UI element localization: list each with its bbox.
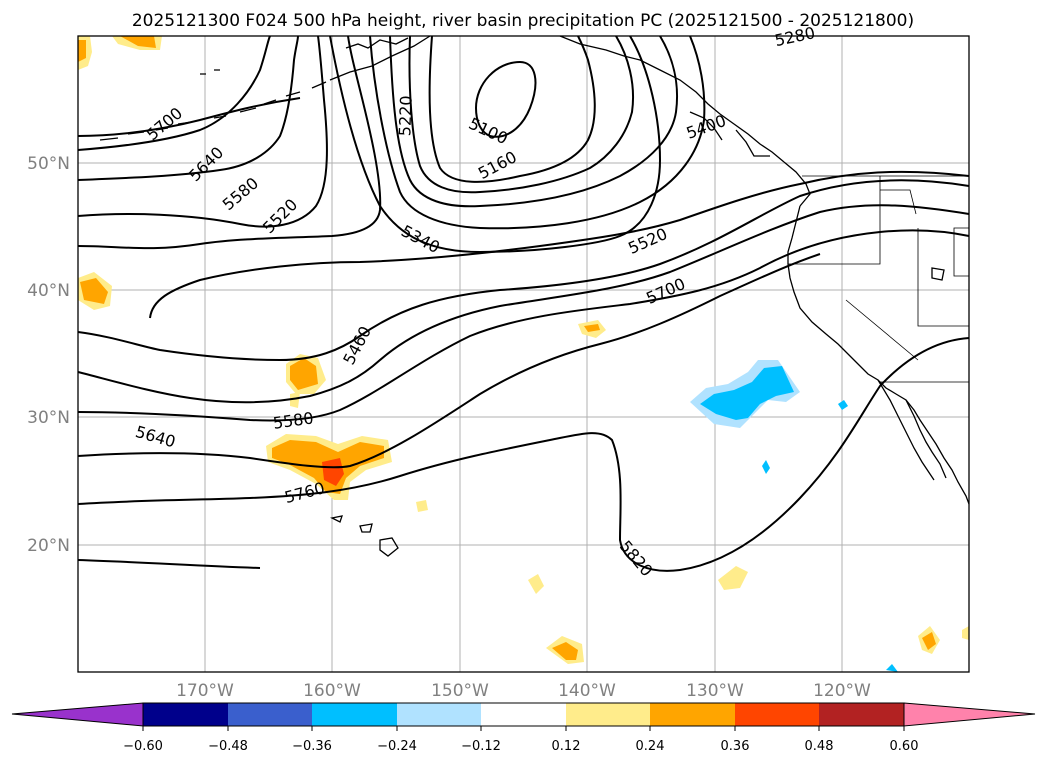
map-panel: 5700 5640 5580 5520 5220 5100 5160 5340 … [77,23,970,673]
colorbar-swatch [397,703,481,726]
contour-5100 [474,60,537,138]
lon-label-120w: 120°W [813,681,871,701]
precip-positive-region [290,392,300,408]
colorbar: −0.60 −0.48 −0.36 −0.24 −0.12 0.12 0.24 … [11,702,1036,754]
contour-5220 [408,35,634,194]
lon-label-160w: 160°W [303,681,361,701]
precip-positive-region [416,500,428,512]
colorbar-tick-label: −0.60 [123,739,163,754]
colorbar-tick-label: −0.12 [461,739,501,754]
coastlines [99,35,970,557]
precip-positive-region [78,40,86,62]
precip-positive-region [528,574,544,594]
contour-5700-mid [77,229,970,422]
precip-negative-region [838,400,848,410]
colorbar-swatch [312,703,397,726]
contour-5520-south [149,170,970,319]
small-islands [200,69,945,281]
colorbar-tick-label: −0.24 [377,739,417,754]
contour-5160 [428,35,596,183]
precip-positive-region [322,458,344,486]
colorbar-swatch [481,703,566,726]
precip-negative-region [886,664,898,672]
lat-label-40n: 40°N [27,281,70,301]
precip-positive-region [120,36,156,48]
precip-positive-region [962,626,969,640]
baja-california [877,379,947,481]
colorbar-extend-high [903,702,1036,727]
precip-positive-region [584,324,600,332]
contour-5820 [77,337,970,572]
contour-5580-mid [77,179,970,362]
lat-label-50n: 50°N [27,154,70,174]
map-background [78,36,969,672]
contour-label: 5220 [395,95,415,136]
lon-label-140w: 140°W [558,681,616,701]
colorbar-swatch [819,703,904,726]
bc-coast [689,111,811,207]
precip-positive-region [718,566,748,590]
lon-label-170w: 170°W [176,681,234,701]
colorbar-swatch [228,703,312,726]
colorbar-tick-label: −0.48 [208,739,248,754]
precip-positive-region [922,632,936,650]
precip-positive-region [552,642,578,660]
colorbar-swatch [143,703,228,726]
contour-5700-north [77,97,301,137]
colorbar-extend-low [11,702,144,727]
colorbar-frame [142,702,905,727]
lon-label-150w: 150°W [431,681,489,701]
colorbar-ticks [142,726,905,731]
hawaii-islands [330,515,399,557]
colorbar-swatch [735,703,819,726]
colorbar-tick-label: 0.24 [636,739,665,754]
precip-negative-region [700,366,794,420]
latitude-labels: 50°N 40°N 30°N 20°N [27,154,70,556]
precip-positive-region [290,358,318,390]
colorbar-swatch [566,703,650,726]
contour-5880 [77,559,261,569]
colorbar-tick-label: −0.36 [292,739,332,754]
map-frame [77,35,970,673]
colorbar-tick-label: 0.12 [552,739,581,754]
contour-5280 [389,35,678,208]
colorbar-tick-label: 0.48 [805,739,834,754]
contour-5760 [77,253,821,469]
figure-title: 2025121300 F024 500 hPa height, river ba… [132,11,914,31]
contour-5340 [369,35,706,230]
alaska-coast [329,35,785,163]
height-contours [77,35,970,572]
contour-5640-north [77,35,271,151]
colorbar-tick-label: 0.60 [890,739,919,754]
lat-label-30n: 30°N [27,408,70,428]
lon-label-130w: 130°W [686,681,744,701]
contour-5520-north [77,35,328,228]
precip-negative-region [762,460,770,474]
contour-5580-north [77,35,299,181]
contour-5460 [77,35,382,250]
colorbar-swatch [650,703,735,726]
precip-positive-region [80,278,108,304]
contour-5640-mid [77,204,970,404]
colorbar-tick-label: 0.36 [721,739,750,754]
us-west-coast [787,205,970,505]
lat-label-20n: 20°N [27,536,70,556]
longitude-labels: 170°W 160°W 150°W 140°W 130°W 120°W [176,681,871,701]
gridlines [78,36,969,672]
